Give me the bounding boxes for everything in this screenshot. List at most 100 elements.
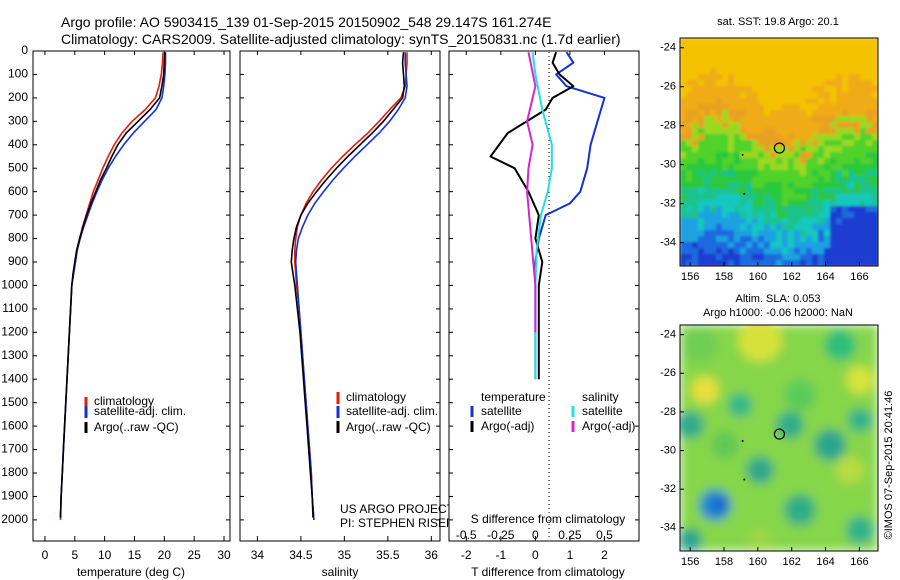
ytick-label: 700: [8, 207, 28, 221]
ytick-label: 0: [21, 43, 28, 57]
island-marker: [741, 439, 744, 442]
temperature-panel: 0 5 10 15 20 25 300100200300400500600700800900…: [1, 43, 231, 579]
map-xtick-label: 162: [783, 556, 801, 568]
map-ytick-label: -30: [660, 159, 676, 171]
ytick-label: 1600: [1, 418, 28, 432]
sla-map: [680, 325, 878, 551]
argo-position-marker: [773, 428, 786, 440]
legend-temperature-title: temperature: [481, 390, 546, 404]
xtick-label: 35.5: [376, 548, 400, 562]
map-xtick-label: 158: [715, 271, 733, 283]
project-line2: PI: STEPHEN RISER: [340, 516, 455, 530]
map-xtick-label: 156: [681, 556, 699, 568]
ytick-label: 1300: [1, 348, 28, 362]
series-line-argo-adj-: [526, 52, 537, 333]
x2tick-label: -0.25: [487, 528, 515, 542]
salinity-panel: 34 34.5 35 35.5 36 salinity climatology sate…: [239, 50, 455, 579]
ytick-label: 200: [8, 90, 28, 104]
map-xtick-label: 160: [749, 271, 767, 283]
legend-sal-argo: Argo(-adj): [582, 419, 635, 433]
map-ytick-label: -30: [660, 444, 676, 456]
series-line-satellite-adj-clim-: [294, 52, 408, 520]
map-xtick-label: 166: [850, 271, 868, 283]
map-ytick-label: -34: [660, 237, 676, 249]
map-ytick-label: -28: [660, 120, 676, 132]
sst-map-frame: [679, 37, 879, 267]
temperature-legend: climatology satellite-adj. clim. Argo(..…: [84, 394, 186, 434]
series-line-argo-adj-: [489, 51, 575, 380]
map-xtick-label: 158: [715, 556, 733, 568]
ytick-label: 1700: [1, 442, 28, 456]
ytick-label: 1000: [1, 278, 28, 292]
temperature-xlabel: temperature (deg C): [77, 565, 185, 579]
legend-salinity-title: salinity: [582, 390, 619, 404]
salinity-xlabel: salinity: [322, 565, 359, 579]
temperature-axes: [32, 50, 231, 542]
ytick-label: 1900: [1, 489, 28, 503]
island-marker: [741, 153, 744, 156]
difference-axes: [448, 50, 640, 542]
map-xtick-label: 166: [850, 556, 868, 568]
temperature-legend-sat: satellite-adj. clim.: [94, 404, 186, 418]
sla-map-subtitle: Argo h1000: -0.06 h2000: NaN: [703, 307, 853, 319]
salinity-legend-argo: Argo(..raw -QC): [346, 420, 431, 434]
legend-temp-satellite: satellite: [481, 404, 522, 418]
t-difference-xlabel: T difference from climatology: [471, 565, 625, 579]
ytick-label: 1100: [2, 301, 28, 315]
legend-temp-argo: Argo(-adj): [481, 419, 534, 433]
temperature-legend-argo: Argo(..raw -QC): [94, 420, 179, 434]
map-xtick-label: 164: [816, 271, 834, 283]
xtick-label: 5: [71, 548, 78, 562]
xtick-label: 15: [128, 548, 142, 562]
map-ytick-label: -32: [660, 198, 676, 210]
sla-map-title: Altim. SLA: 0.053: [736, 293, 821, 305]
salinity-axes: [239, 50, 441, 542]
xtick-label: 34.5: [289, 548, 313, 562]
x2tick-label: 0.5: [596, 528, 613, 542]
sst-map-title: sat. SST: 19.8 Argo: 20.1: [717, 16, 839, 28]
map-ytick-label: -24: [660, 42, 676, 54]
credit-text: ©IMOS 07-Sep-2015 20:41:46: [883, 391, 895, 540]
xtick-label: 35: [338, 548, 352, 562]
temperature-legend-clim: climatology: [94, 394, 154, 408]
map-ytick-label: -26: [660, 81, 676, 93]
ytick-label: 1500: [1, 395, 28, 409]
ytick-label: 1800: [1, 465, 28, 479]
series-line-argo-raw-qc-: [59, 52, 166, 518]
map-xtick-label: 162: [783, 271, 801, 283]
x2tick-label: 0: [532, 528, 539, 542]
sst-map-panel: sat. SST: 19.8 Argo: 20.1 156 158 160 162 16…: [660, 16, 879, 283]
argo-position-marker: [773, 142, 786, 154]
map-xtick-label: 160: [749, 556, 767, 568]
xtick-label: 34: [251, 548, 265, 562]
x2tick-label: -0.5: [456, 528, 477, 542]
salinity-legend-clim: climatology: [346, 390, 406, 404]
map-ytick-label: -28: [660, 406, 676, 418]
sst-map: [680, 38, 878, 266]
x2tick-label: 0.25: [558, 528, 582, 542]
ytick-label: 2000: [1, 512, 28, 526]
sla-map-frame: [679, 324, 879, 552]
salinity-legend-sat: satellite-adj. clim.: [346, 404, 438, 418]
xtick-label: -2: [461, 548, 472, 562]
xtick-label: 10: [98, 548, 112, 562]
xtick-label: 2: [601, 548, 608, 562]
xtick-label: 0: [42, 548, 49, 562]
ytick-label: 500: [8, 160, 28, 174]
sla-map-panel: Altim. SLA: 0.053 Argo h1000: -0.06 h200…: [660, 293, 879, 568]
map-xtick-label: 156: [681, 271, 699, 283]
legend-sal-satellite: satellite: [582, 404, 623, 418]
ytick-label: 900: [8, 254, 28, 268]
map-ytick-label: -24: [660, 329, 676, 341]
xtick-label: 36: [425, 548, 439, 562]
xtick-label: -1: [495, 548, 506, 562]
series-line-argo-raw-qc-: [290, 52, 406, 518]
ytick-label: 100: [8, 67, 28, 81]
island-marker: [743, 478, 746, 481]
xtick-label: 1: [567, 548, 574, 562]
map-xtick-label: 164: [816, 556, 834, 568]
xtick-label: 20: [158, 548, 172, 562]
header-line1: Argo profile: AO 5903415_139 01-Sep-2015…: [61, 14, 551, 30]
header-line2: Climatology: CARS2009. Satellite-adjuste…: [61, 31, 621, 47]
difference-legend: temperature satellite Argo(-adj) salinit…: [470, 390, 635, 433]
